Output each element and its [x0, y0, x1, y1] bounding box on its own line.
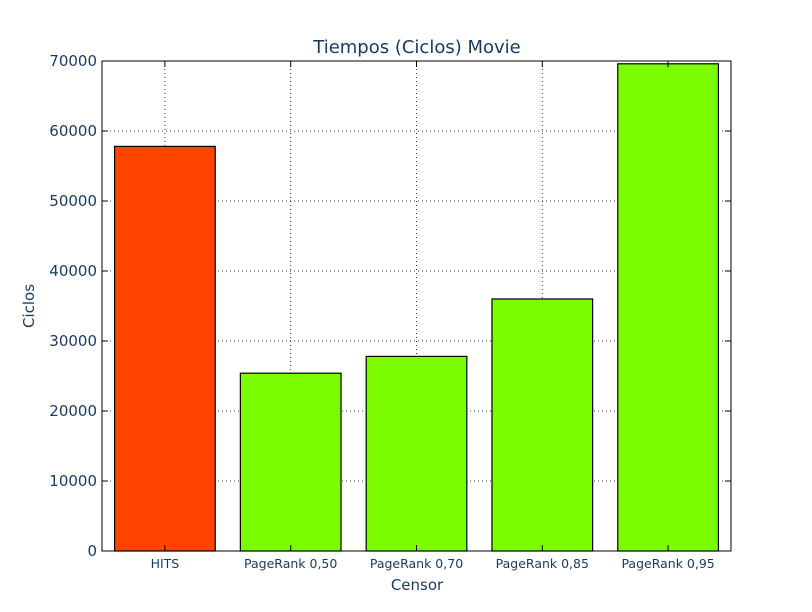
y-axis-label: Ciclos	[20, 284, 38, 328]
chart-title: Tiempos (Ciclos) Movie	[312, 37, 520, 58]
x-tick-label: PageRank 0,85	[496, 556, 589, 571]
bar	[365, 355, 468, 552]
bars	[113, 63, 720, 552]
x-tick-label: PageRank 0,70	[370, 556, 463, 571]
y-tick-label: 10000	[49, 472, 97, 490]
x-tick-label: PageRank 0,50	[244, 556, 337, 571]
y-tick-label: 20000	[49, 402, 97, 420]
y-axis-ticks: 0 10000 20000 30000 40000 50000 60000 70000	[49, 52, 731, 560]
y-tick-label: 50000	[49, 192, 97, 210]
y-tick-label: 0	[87, 542, 97, 560]
y-tick-label: 30000	[49, 332, 97, 350]
bar	[239, 372, 342, 552]
bar	[491, 298, 594, 552]
y-tick-label: 70000	[49, 52, 97, 70]
x-axis-label: Censor	[391, 576, 444, 594]
x-axis-ticks: HITS PageRank 0,50 PageRank 0,70 PageRank 0…	[151, 61, 715, 571]
bar	[113, 145, 216, 552]
y-tick-label: 40000	[49, 262, 97, 280]
x-tick-label: HITS	[151, 556, 180, 571]
bar	[617, 63, 720, 552]
y-tick-label: 60000	[49, 122, 97, 140]
x-tick-label: PageRank 0,95	[621, 556, 714, 571]
